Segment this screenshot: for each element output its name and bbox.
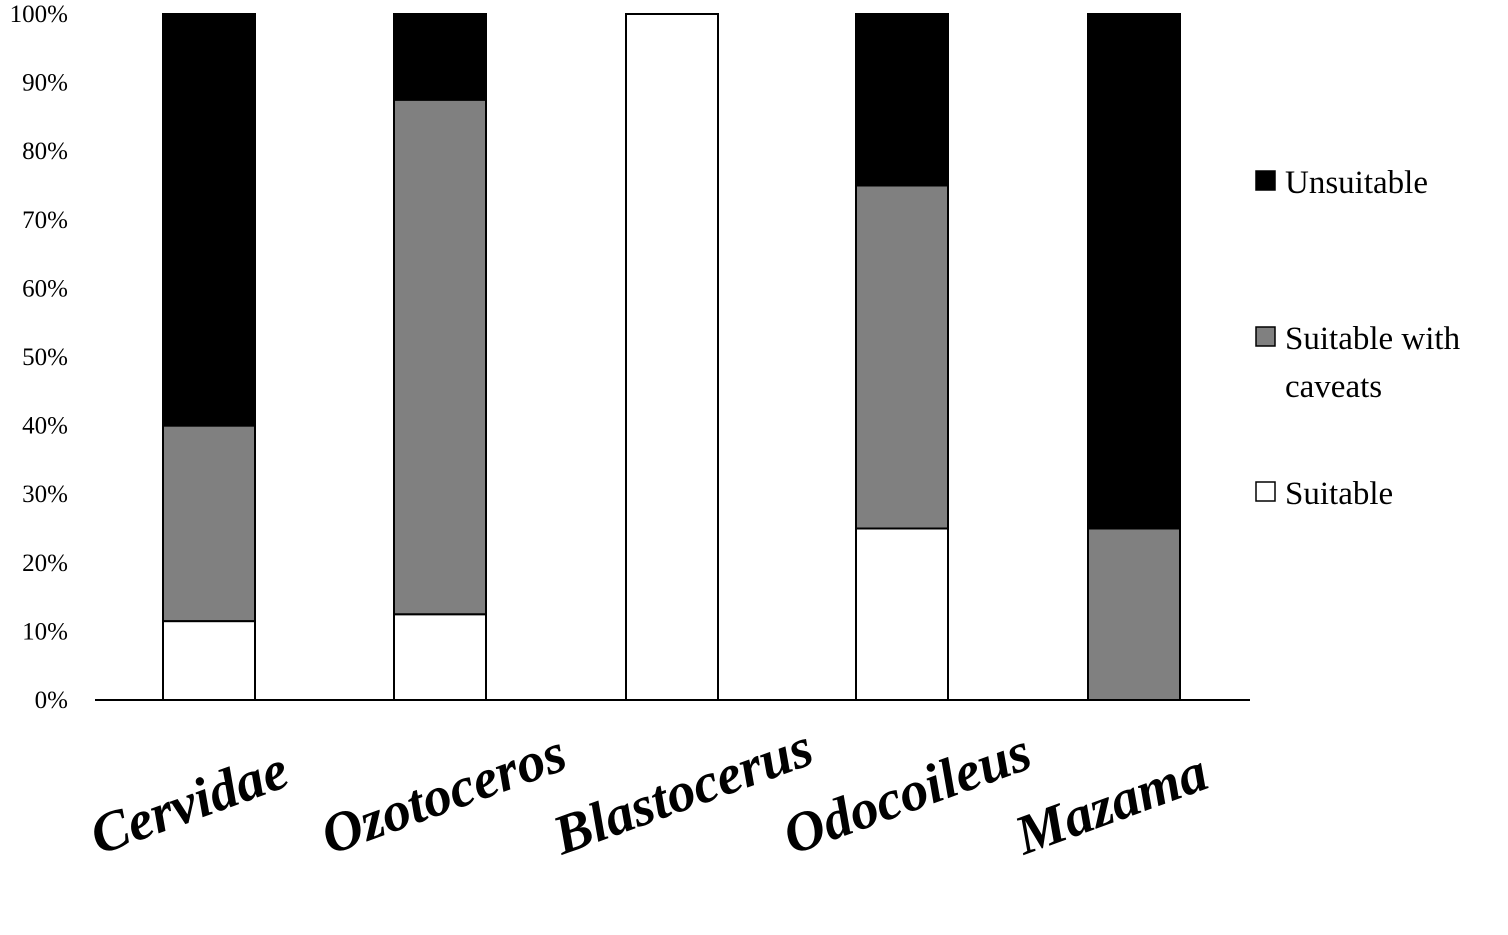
bar-cervidae-suitable-with-caveats bbox=[162, 424, 256, 623]
y-tick-label: 50% bbox=[22, 344, 68, 371]
y-tick-label: 20% bbox=[22, 550, 68, 577]
bar-cervidae-suitable bbox=[162, 620, 256, 701]
bar-ozotoceros-suitable bbox=[393, 613, 487, 701]
bar-ozotoceros-suitable-with-caveats bbox=[393, 98, 487, 616]
category-label-blastocerus: Blastocerus bbox=[544, 716, 821, 867]
bar-odocoileus-unsuitable bbox=[855, 13, 949, 187]
y-tick-label: 0% bbox=[35, 687, 68, 714]
bar-odocoileus-suitable bbox=[855, 527, 949, 701]
category-label-odocoileus: Odocoileus bbox=[775, 721, 1039, 868]
bar-mazama-unsuitable bbox=[1087, 13, 1181, 530]
bar-mazama-suitable-with-caveats bbox=[1087, 527, 1181, 701]
y-tick-label: 80% bbox=[22, 138, 68, 165]
legend-label-unsuitable: Unsuitable bbox=[1285, 165, 1428, 201]
legend-label-suitable: Suitable bbox=[1285, 476, 1393, 512]
category-labels: Cervidae OzotocerosBlastocerusOdocoileusM… bbox=[82, 716, 1215, 867]
y-tick-label: 90% bbox=[22, 70, 68, 97]
category-label-cervidae: Cervidae bbox=[82, 739, 296, 867]
bar-cervidae-unsuitable bbox=[162, 13, 256, 427]
y-tick-label: 60% bbox=[22, 275, 68, 302]
legend-swatch-unsuitable bbox=[1255, 170, 1276, 191]
category-label-ozotoceros: Ozotoceros bbox=[313, 722, 574, 868]
legend-swatch-suitable bbox=[1255, 481, 1276, 502]
bars-layer bbox=[162, 13, 1181, 701]
y-tick-label: 10% bbox=[22, 618, 68, 645]
bar-odocoileus-suitable-with-caveats bbox=[855, 184, 949, 530]
category-label-mazama: Mazama bbox=[1006, 741, 1215, 868]
y-tick-label: 100% bbox=[10, 1, 68, 28]
bar-ozotoceros-unsuitable bbox=[393, 13, 487, 101]
y-tick-label: 30% bbox=[22, 481, 68, 508]
bar-blastocerus-suitable bbox=[625, 13, 719, 701]
y-tick-label: 40% bbox=[22, 413, 68, 440]
legend-swatch-suitable-with-caveats bbox=[1255, 326, 1276, 347]
legend-label-suitable-with-caveats: Suitable with caveats bbox=[1285, 321, 1461, 405]
y-axis-tick-labels: 0% 10% 20% 30% 40% 50% 60% 70% 80% 90% 100% bbox=[10, 1, 68, 714]
legend: Unsuitable Suitable with caveats Suitable bbox=[1255, 165, 1461, 512]
y-tick-label: 70% bbox=[22, 207, 68, 234]
